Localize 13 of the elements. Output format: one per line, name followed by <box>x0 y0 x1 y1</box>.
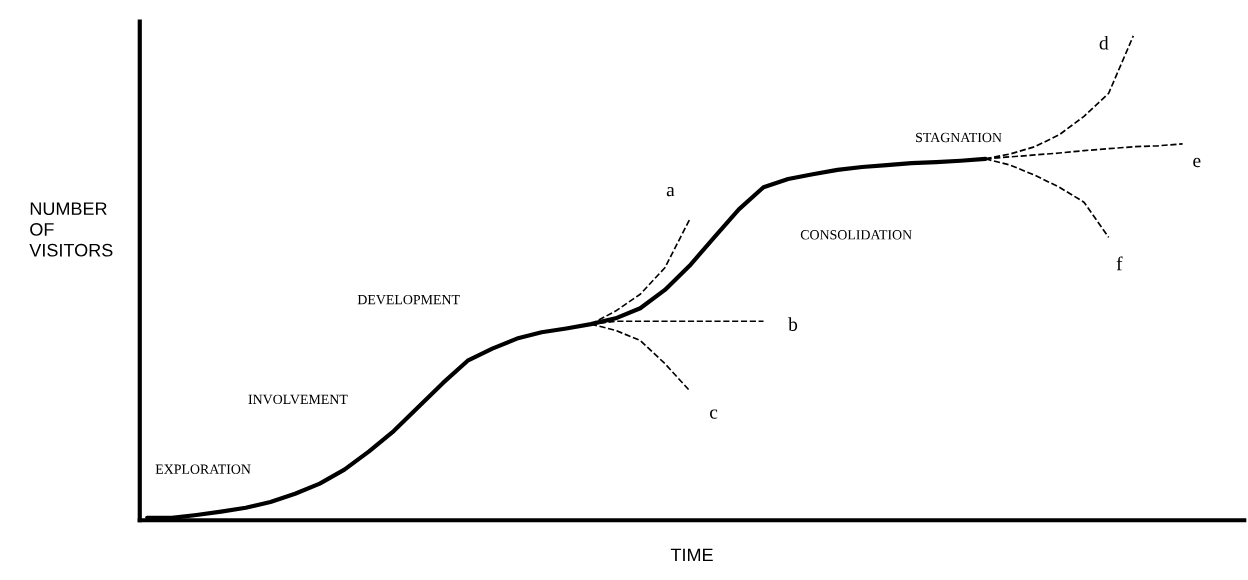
annotation: CONSOLIDATION <box>800 230 912 240</box>
x-axis-title: TIME <box>670 548 713 562</box>
series-label: b <box>788 317 798 331</box>
series-label: a <box>666 186 675 197</box>
y-axis-title: NUMBER OF VISITORS <box>29 202 113 257</box>
series-label: e <box>1193 157 1201 168</box>
series-label: f <box>1116 256 1123 271</box>
annotation: DEVELOPMENT <box>357 294 460 305</box>
series-label: d <box>1099 35 1109 50</box>
annotation: INVOLVEMENT <box>248 394 348 405</box>
annotation: STAGNATION <box>916 132 1002 143</box>
series-label: c <box>710 409 718 419</box>
annotation: EXPLORATION <box>155 464 251 474</box>
